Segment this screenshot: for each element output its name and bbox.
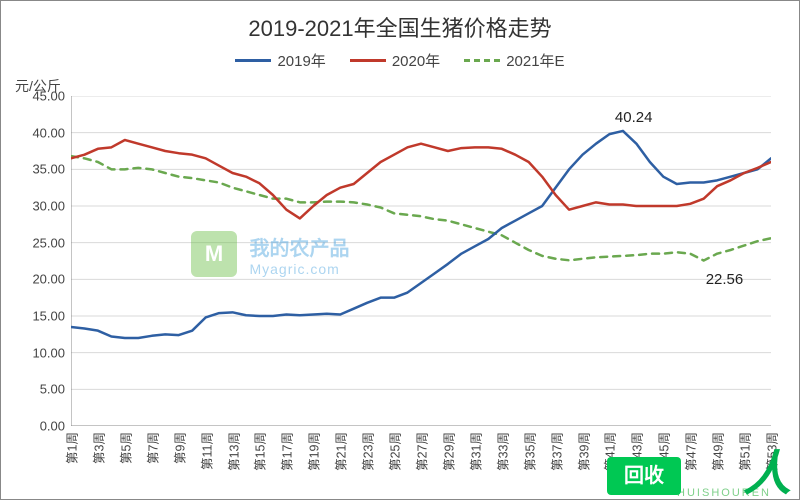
y-tick-label: 20.00 — [32, 272, 65, 287]
x-tick-label: 第35周 — [519, 432, 538, 471]
legend-swatch — [464, 59, 500, 62]
legend-label: 2021年E — [506, 50, 564, 71]
y-tick-label: 30.00 — [32, 199, 65, 214]
x-tick-label: 第39周 — [573, 432, 592, 471]
watermark-logo-cn: 我的农产品 — [249, 232, 349, 261]
x-tick-label: 第21周 — [331, 432, 350, 471]
data-annotation: 22.56 — [706, 271, 744, 288]
x-tick-label: 第53周 — [762, 432, 781, 471]
chart-title: 2019-2021年全国生猪价格走势 — [1, 11, 799, 43]
x-tick-label: 第17周 — [277, 432, 296, 471]
x-tick-label: 第43周 — [627, 432, 646, 471]
y-tick-label: 40.00 — [32, 125, 65, 140]
x-tick-label: 第27周 — [412, 432, 431, 471]
y-tick-label: 35.00 — [32, 162, 65, 177]
legend-item: 2020年 — [350, 50, 440, 71]
legend-label: 2020年 — [392, 50, 440, 71]
watermark-logo: M 我的农产品 Myagric.com — [191, 231, 349, 277]
data-annotation: 40.24 — [615, 109, 653, 126]
chart-container: 2019-2021年全国生猪价格走势 2019年2020年2021年E 元/公斤… — [0, 0, 800, 500]
x-tick-label: 第47周 — [681, 432, 700, 471]
y-tick-label: 10.00 — [32, 345, 65, 360]
legend-item: 2019年 — [235, 50, 325, 71]
legend-item: 2021年E — [464, 50, 564, 71]
x-tick-label: 第1周 — [62, 432, 81, 464]
x-tick-label: 第11周 — [196, 432, 215, 470]
x-tick-label: 第13周 — [223, 432, 242, 471]
x-tick-label: 第5周 — [115, 432, 134, 464]
x-tick-label: 第15周 — [250, 432, 269, 471]
x-tick-label: 第9周 — [169, 432, 188, 464]
y-tick-label: 25.00 — [32, 235, 65, 250]
x-tick-label: 第19周 — [304, 432, 323, 471]
series-line — [71, 131, 771, 338]
legend: 2019年 2020年 2021年E — [1, 49, 799, 71]
x-tick-label: 第51周 — [735, 432, 754, 471]
x-tick-label: 第7周 — [142, 432, 161, 464]
legend-swatch — [235, 59, 271, 62]
x-tick-label: 第33周 — [492, 432, 511, 471]
watermark-logo-en: Myagric.com — [249, 261, 349, 277]
watermark-logo-icon: M — [191, 231, 237, 277]
legend-swatch — [350, 59, 386, 62]
x-tick-label: 第49周 — [708, 432, 727, 471]
x-axis-ticks: 第1周第3周第5周第7周第9周第11周第13周第15周第17周第19周第21周第… — [71, 432, 771, 502]
y-tick-label: 15.00 — [32, 309, 65, 324]
x-tick-label: 第37周 — [546, 432, 565, 471]
y-tick-label: 45.00 — [32, 89, 65, 104]
x-tick-label: 第45周 — [654, 432, 673, 471]
series-line — [71, 156, 771, 260]
x-tick-label: 第31周 — [465, 432, 484, 471]
legend-label: 2019年 — [277, 50, 325, 71]
x-tick-label: 第41周 — [600, 432, 619, 471]
x-tick-label: 第25周 — [385, 432, 404, 471]
x-tick-label: 第29周 — [438, 432, 457, 471]
y-tick-label: 5.00 — [40, 382, 65, 397]
plot-area — [71, 96, 771, 426]
y-axis-ticks: 0.005.0010.0015.0020.0025.0030.0035.0040… — [1, 96, 65, 426]
x-tick-label: 第3周 — [88, 432, 107, 464]
x-tick-label: 第23周 — [358, 432, 377, 471]
